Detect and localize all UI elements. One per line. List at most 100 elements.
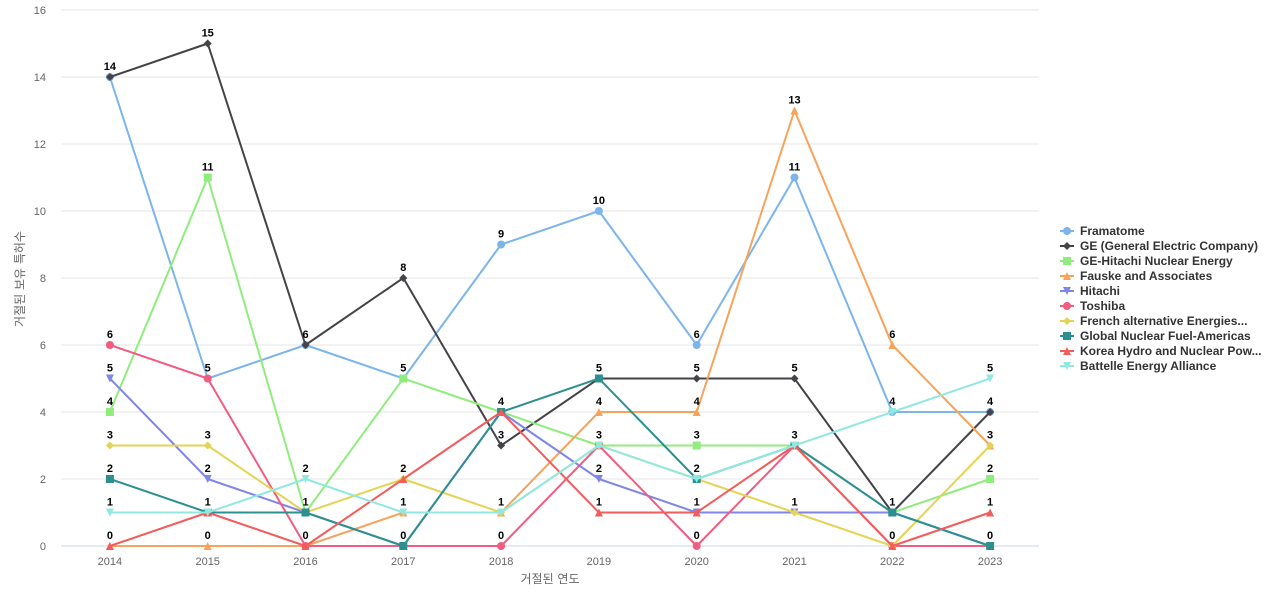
legend-marker — [1063, 287, 1071, 295]
data-point — [399, 274, 408, 282]
legend-item-toshiba[interactable]: Toshiba — [1060, 299, 1125, 313]
legend-label: Fauske and Associates — [1080, 269, 1213, 283]
legend-marker — [1063, 347, 1071, 355]
data-point — [594, 374, 603, 383]
data-point — [790, 106, 799, 115]
data-label: 1 — [302, 497, 308, 509]
data-point — [692, 542, 701, 550]
data-point — [888, 542, 897, 550]
legend-item-ge-general-electric-company[interactable]: GE (General Electric Company) — [1060, 239, 1258, 253]
data-point — [497, 441, 506, 450]
data-label: 4 — [987, 396, 994, 408]
legend-item-framatome[interactable]: Framatome — [1060, 224, 1145, 238]
y-tick-label: 6 — [40, 340, 46, 352]
legend-label: GE-Hitachi Nuclear Energy — [1080, 254, 1233, 268]
data-label: 5 — [791, 363, 797, 375]
data-point — [301, 475, 310, 483]
data-label: 9 — [498, 229, 504, 241]
data-label: 2 — [596, 463, 602, 475]
data-label: 0 — [205, 530, 211, 542]
legend-label: Framatome — [1080, 224, 1145, 238]
legend-label: Battelle Energy Alliance — [1080, 359, 1217, 373]
data-label: 5 — [400, 363, 406, 375]
legend-item-ge-hitachi-nuclear-energy[interactable]: GE-Hitachi Nuclear Energy — [1060, 254, 1233, 268]
legend-item-battelle-energy-alliance[interactable]: Battelle Energy Alliance — [1060, 359, 1217, 373]
data-label: 4 — [889, 396, 896, 408]
y-tick-label: 10 — [34, 206, 46, 218]
data-label: 1 — [107, 497, 113, 509]
data-label: 3 — [987, 430, 993, 442]
series-line — [109, 411, 991, 547]
data-point — [203, 441, 212, 450]
data-label: 15 — [202, 28, 214, 40]
x-tick-label: 2017 — [391, 556, 415, 568]
x-tick-label: 2020 — [684, 556, 708, 568]
data-label: 11 — [202, 162, 214, 174]
legend-item-fauske-and-associates[interactable]: Fauske and Associates — [1060, 269, 1213, 283]
data-point — [203, 508, 212, 517]
x-tick-label: 2015 — [195, 556, 219, 568]
x-tick-label: 2022 — [880, 556, 904, 568]
data-point — [692, 508, 701, 517]
y-tick-label: 2 — [40, 474, 46, 486]
data-label: 3 — [694, 430, 700, 442]
x-tick-label: 2018 — [489, 556, 513, 568]
data-point — [790, 441, 799, 450]
data-point — [497, 408, 506, 416]
data-point — [594, 207, 603, 215]
data-point — [399, 508, 408, 517]
data-point — [497, 508, 506, 517]
y-tick-label: 14 — [34, 72, 46, 84]
data-point — [790, 173, 799, 182]
data-point — [105, 441, 114, 450]
data-label: 6 — [694, 329, 700, 341]
data-label: 1 — [400, 497, 406, 509]
series-framatome[interactable] — [105, 73, 995, 416]
data-point — [888, 508, 897, 517]
data-point — [692, 408, 701, 416]
data-point — [594, 475, 603, 483]
data-point — [105, 73, 114, 81]
legend-item-hitachi[interactable]: Hitachi — [1060, 284, 1120, 298]
data-point — [790, 508, 799, 517]
series-korea-hydro-and-nuclear-pow[interactable] — [105, 408, 995, 550]
data-point — [105, 508, 114, 517]
data-label: 3 — [596, 430, 602, 442]
data-label: 4 — [596, 396, 603, 408]
y-tick-label: 0 — [40, 541, 46, 553]
data-label: 10 — [593, 195, 605, 207]
data-label: 3 — [498, 430, 504, 442]
data-label: 0 — [302, 530, 308, 542]
data-label: 3 — [205, 430, 211, 442]
y-tick-label: 4 — [40, 407, 46, 419]
data-label: 5 — [596, 363, 602, 375]
data-label: 4 — [107, 396, 114, 408]
series-line — [109, 377, 991, 547]
data-label: 3 — [107, 430, 113, 442]
data-label: 2 — [694, 463, 700, 475]
series-battelle-energy-alliance[interactable] — [105, 374, 995, 517]
legend-item-korea-hydro-and-nuclear-pow[interactable]: Korea Hydro and Nuclear Pow... — [1060, 344, 1262, 358]
data-point — [105, 408, 114, 416]
legend-label: Global Nuclear Fuel-Americas — [1080, 329, 1251, 343]
series-fauske-and-associates[interactable] — [105, 106, 995, 551]
data-label: 5 — [205, 363, 211, 375]
data-point — [986, 374, 995, 383]
data-label: 2 — [302, 463, 308, 475]
data-point — [203, 173, 212, 182]
data-label: 2 — [107, 463, 113, 475]
legend-marker — [1063, 332, 1071, 340]
data-point — [301, 341, 310, 349]
legend-item-french-alternative-energies[interactable]: French alternative Energies... — [1060, 314, 1247, 328]
x-tick-label: 2014 — [98, 556, 122, 568]
data-label: 11 — [789, 162, 801, 174]
data-point — [399, 374, 408, 383]
x-tick-label: 2021 — [782, 556, 806, 568]
series-line — [108, 76, 991, 413]
legend-item-global-nuclear-fuel-americas[interactable]: Global Nuclear Fuel-Americas — [1060, 329, 1251, 343]
data-label: 4 — [498, 396, 505, 408]
data-label: 1 — [498, 497, 504, 509]
